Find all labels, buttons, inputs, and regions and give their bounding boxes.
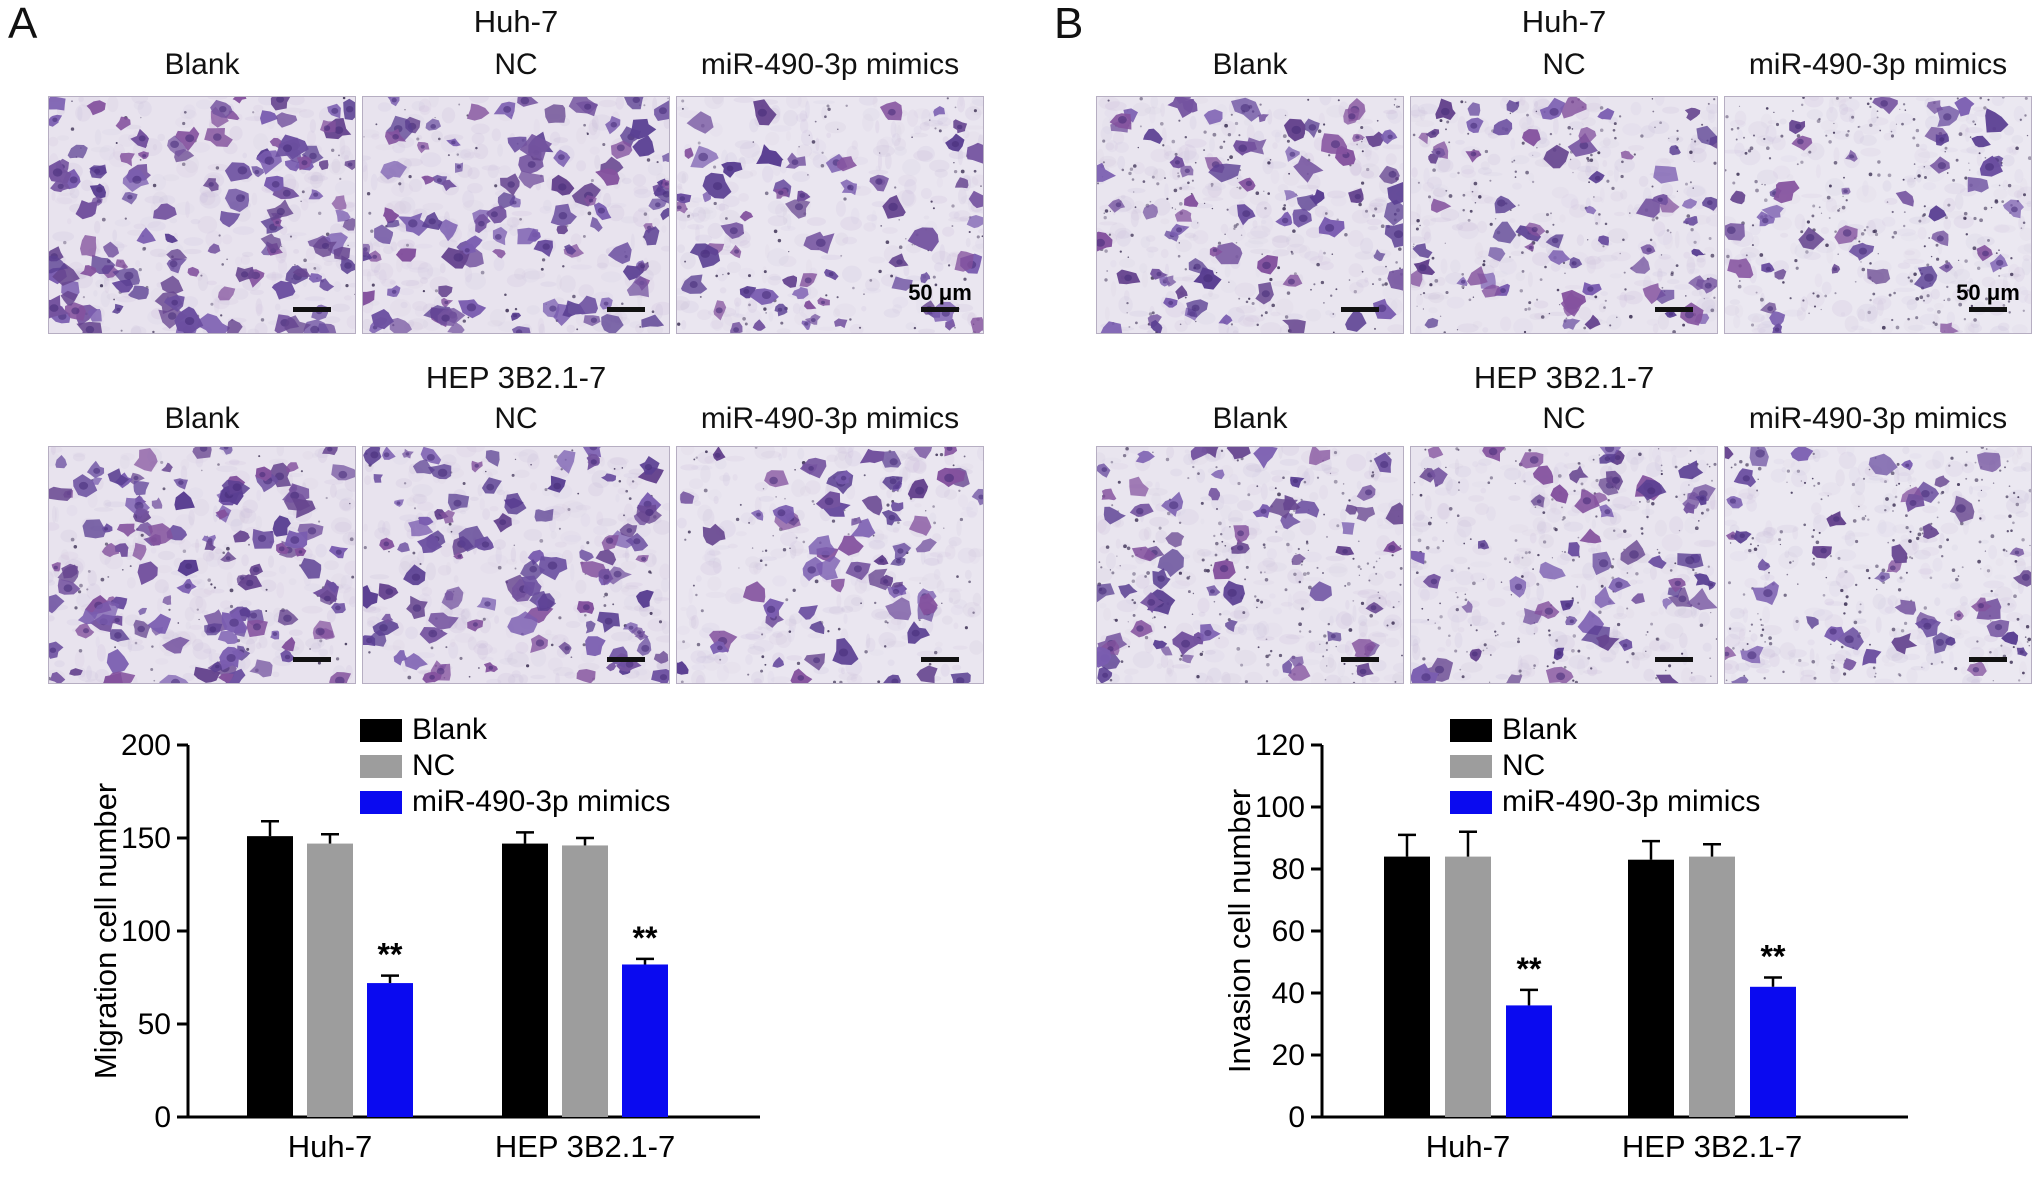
condition-labels-row: Blank NC miR-490-3p mimics [1096, 402, 2032, 436]
condition-label-nc: NC [362, 402, 670, 436]
condition-label-mimics: miR-490-3p mimics [1724, 48, 2032, 82]
cell-line-title-hep3b: HEP 3B2.1-7 [1096, 360, 2032, 396]
condition-labels-row: Blank NC miR-490-3p mimics [48, 402, 984, 436]
micrograph-nc [1410, 446, 1718, 684]
micrograph-mimics [676, 446, 984, 684]
condition-labels-row: Blank NC miR-490-3p mimics [48, 48, 984, 82]
cell-line-title-huh7: Huh-7 [1096, 4, 2032, 40]
condition-label-nc: NC [1410, 402, 1718, 436]
condition-label-blank: Blank [1096, 48, 1404, 82]
micrograph-mimics: 50 μm [1724, 96, 2032, 334]
cell-line-title-huh7: Huh-7 [48, 4, 984, 40]
panel-B: B Huh-7 Blank NC miR-490-3p mimics 50 μm… [1016, 0, 2032, 1185]
micrograph-row: 50 μm [48, 96, 984, 334]
panel-label-B: B [1054, 0, 1083, 48]
micrograph-blank [1096, 446, 1404, 684]
micrograph-row [48, 446, 984, 684]
svg-text:**: ** [633, 920, 658, 956]
svg-text:miR-490-3p mimics: miR-490-3p mimics [412, 785, 670, 818]
panel-A: A Huh-7 Blank NC miR-490-3p mimics 50 μm… [0, 0, 1016, 1185]
svg-text:**: ** [378, 937, 403, 973]
micrograph-nc [362, 96, 670, 334]
micrograph-row: 50 μm [1096, 96, 2032, 334]
svg-text:50: 50 [138, 1008, 171, 1041]
micrograph-blank [1096, 96, 1404, 334]
condition-label-nc: NC [362, 48, 670, 82]
micrograph-mimics [1724, 446, 2032, 684]
condition-label-mimics: miR-490-3p mimics [676, 402, 984, 436]
svg-text:Migration cell number: Migration cell number [88, 783, 123, 1079]
svg-text:Blank: Blank [412, 713, 488, 746]
svg-text:50 μm: 50 μm [908, 280, 972, 305]
micrograph-nc [1410, 96, 1718, 334]
condition-label-blank: Blank [48, 48, 356, 82]
panel-label-A: A [8, 0, 37, 48]
condition-label-mimics: miR-490-3p mimics [1724, 402, 2032, 436]
condition-label-nc: NC [1410, 48, 1718, 82]
migration-bar-chart: 0 50 100 150 200 Migration cell number ** Huh-7… [60, 695, 840, 1185]
condition-labels-row: Blank NC miR-490-3p mimics [1096, 48, 2032, 82]
condition-label-blank: Blank [48, 402, 356, 436]
micrograph-blank [48, 96, 356, 334]
cell-line-title-hep3b: HEP 3B2.1-7 [48, 360, 984, 396]
svg-text:200: 200 [121, 729, 171, 762]
svg-text:50 μm: 50 μm [1956, 280, 2020, 305]
condition-label-mimics: miR-490-3p mimics [676, 48, 984, 82]
svg-text:150: 150 [121, 822, 171, 855]
micrograph-mimics: 50 μm [676, 96, 984, 334]
svg-text:NC: NC [412, 749, 455, 782]
svg-text:Huh-7: Huh-7 [288, 1129, 372, 1164]
svg-text:100: 100 [121, 915, 171, 948]
svg-text:HEP 3B2.1-7: HEP 3B2.1-7 [495, 1129, 675, 1164]
svg-text:0: 0 [154, 1101, 171, 1134]
micrograph-blank [48, 446, 356, 684]
micrograph-row [1096, 446, 2032, 684]
micrograph-nc [362, 446, 670, 684]
condition-label-blank: Blank [1096, 402, 1404, 436]
